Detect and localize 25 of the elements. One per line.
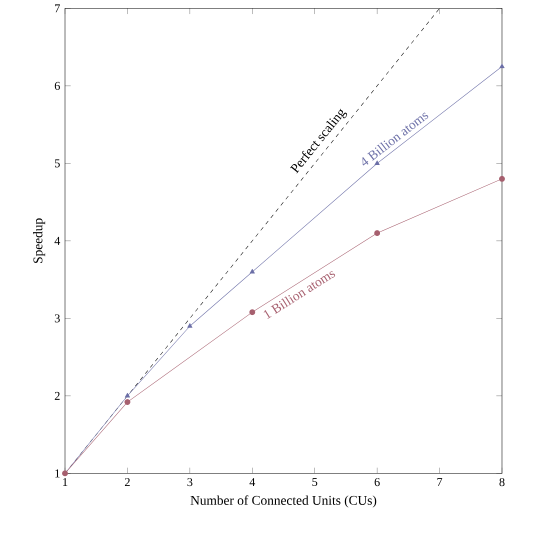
- y-axis-title: Speedup: [33, 218, 46, 263]
- y-tick-label: 6: [54, 82, 60, 90]
- y-tick-label: 5: [54, 159, 60, 168]
- x-tick-label: 1: [63, 478, 68, 486]
- point: [124, 392, 130, 398]
- x-tick-label: 2: [124, 478, 130, 486]
- x-tick-label: 5: [312, 478, 318, 486]
- y-tick-label: 1: [55, 469, 60, 478]
- point: [124, 398, 130, 405]
- x-tick-label: 8: [499, 478, 505, 486]
- point: [250, 268, 255, 274]
- point: [499, 63, 505, 68]
- x-axis-title: Number of Connected Units (CUs): [190, 495, 376, 508]
- point: [187, 323, 192, 328]
- y-tick-label: 2: [54, 392, 60, 400]
- x-tick-label: 4: [250, 478, 256, 486]
- x-tick-label: 7: [437, 478, 442, 486]
- x-tick-label: 3: [187, 478, 192, 486]
- point: [249, 309, 256, 315]
- y-tick-label: 4: [54, 236, 60, 245]
- point: [499, 176, 505, 182]
- x-tick-label: 6: [374, 478, 380, 486]
- point: [374, 230, 380, 236]
- y-tick-label: 7: [55, 4, 60, 12]
- y-tick-label: 3: [54, 314, 60, 322]
